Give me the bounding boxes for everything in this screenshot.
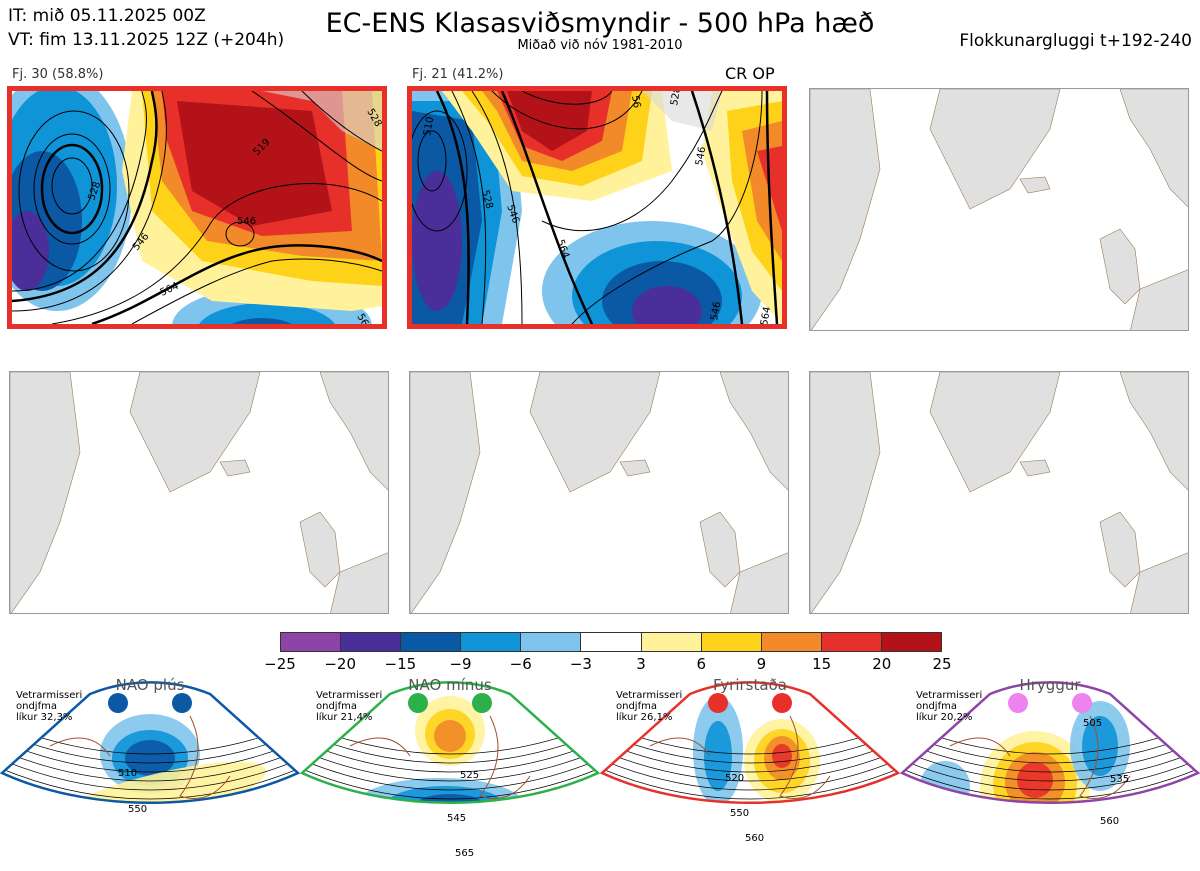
regime-contour-label: 560 — [1100, 816, 1119, 827]
cr-op-label: CR OP — [725, 64, 775, 83]
regime-note-line: ondjfma — [616, 701, 657, 712]
regime-title: NAO mínus — [408, 676, 492, 694]
colorbar-swatch — [581, 633, 642, 651]
regime-contour-label: 520 — [725, 773, 744, 784]
contour-label: 510 — [422, 116, 436, 137]
regime-note-line: Vetrarmisseri — [916, 690, 982, 701]
contour-label: 546 — [694, 146, 708, 167]
page-subtitle: Miðað við nóv 1981-2010 — [517, 38, 683, 53]
init-time: IT: mið 05.11.2025 00Z — [8, 6, 206, 26]
colorbar-swatch — [521, 633, 582, 651]
regime-contour-label: 560 — [745, 833, 764, 844]
regime-marker-dot — [408, 693, 428, 713]
page-title: EC-ENS Klasasviðsmyndir - 500 hPa hæð — [325, 8, 875, 39]
cluster-2-map: 510 528 546 564 546 56 528 546 564 — [407, 86, 787, 329]
colorbar-tick-label: 25 — [932, 655, 952, 673]
classification-window: Flokkunargluggi t+192-240 — [959, 31, 1192, 51]
regime-note-line: ondjfma — [316, 701, 357, 712]
empty-cluster-map-5 — [409, 371, 789, 614]
regime-note-line: ondjfma — [916, 701, 957, 712]
regime-contour-label: 550 — [730, 808, 749, 819]
colorbar-tick-label: 3 — [636, 655, 646, 673]
colorbar-swatch — [641, 633, 702, 651]
colorbar-tick-label: −9 — [449, 655, 472, 673]
regime-panel: 525 545 565 NAO mínus Vetrarmisseriondjfmalí… — [299, 676, 601, 859]
colorbar — [280, 632, 942, 652]
colorbar-tick-label: −3 — [569, 655, 592, 673]
empty-cluster-map-6 — [809, 371, 1189, 614]
regime-marker-dot — [108, 693, 128, 713]
contour-label: 528 — [669, 91, 683, 107]
regime-note-line: Vetrarmisseri — [16, 690, 82, 701]
regime-contour-label: 550 — [128, 804, 147, 815]
colorbar-tick-label: −15 — [384, 655, 417, 673]
cluster-1-label: Fj. 30 (58.8%) — [12, 67, 104, 82]
colorbar-swatch — [461, 633, 522, 651]
contour-label: 546 — [709, 301, 723, 322]
contour-label: 546 — [237, 216, 256, 227]
regime-marker-dot — [172, 693, 192, 713]
regime-contour-label: 505 — [1083, 718, 1102, 729]
regime-contour-label: 565 — [455, 848, 474, 859]
regime-note-line: líkur 32,3% — [16, 711, 72, 723]
colorbar-swatch — [701, 633, 762, 651]
colorbar-swatch — [281, 633, 342, 651]
regime-contour-label: 525 — [460, 770, 479, 781]
cluster-1-map: 528 546 546 519 564 528 56 — [7, 86, 387, 329]
empty-cluster-map-3 — [809, 88, 1189, 331]
colorbar-tick-label: 20 — [872, 655, 892, 673]
regime-contour-label: 535 — [1110, 774, 1129, 785]
regime-panel: 520 550 560 Fyrirstaða Vetrarmisseriondjfmal… — [599, 676, 901, 844]
regime-note-line: líkur 26,1% — [616, 711, 672, 723]
valid-time: VT: fim 13.11.2025 12Z (+204h) — [8, 30, 285, 50]
regime-contour-label: 510 — [118, 768, 137, 779]
colorbar-swatch — [821, 633, 882, 651]
regime-panel: 505 535 560 Hryggur Vetrarmisseriondjfmalíku… — [899, 676, 1200, 827]
colorbar-swatch — [341, 633, 402, 651]
regime-row: 510 550 NAO plús Vetrarmisseri ondjfma líkur … — [0, 676, 1200, 871]
regime-title: Fyrirstaða — [713, 676, 787, 694]
colorbar-swatch — [761, 633, 822, 651]
regime-panel: 510 550 NAO plús Vetrarmisseriondjfmalíkur … — [0, 676, 301, 815]
regime-note-line: ondjfma — [16, 701, 57, 712]
regime-marker-dot — [1008, 693, 1028, 713]
colorbar-tick-label: 6 — [696, 655, 707, 673]
regime-marker-dot — [1072, 693, 1092, 713]
regime-marker-dot — [772, 693, 792, 713]
regime-note-line: Vetrarmisseri — [616, 690, 682, 701]
colorbar-tick-label: 9 — [756, 655, 767, 673]
contour-label: 56 — [629, 95, 642, 109]
empty-cluster-map-4 — [9, 371, 389, 614]
contour-label: 564 — [759, 306, 773, 324]
regime-note-line: Vetrarmisseri — [316, 690, 382, 701]
colorbar-tick-label: −20 — [324, 655, 356, 673]
colorbar-tick-label: −6 — [509, 655, 532, 673]
regime-title: NAO plús — [116, 676, 185, 694]
colorbar-tick-label: −25 — [264, 655, 296, 673]
colorbar-tick-label: 15 — [812, 655, 832, 673]
colorbar-swatch — [881, 633, 942, 651]
contour-label: 528 — [479, 189, 495, 210]
regime-note-line: líkur 20,2% — [916, 711, 972, 723]
regime-marker-dot — [708, 693, 728, 713]
colorbar-swatch — [401, 633, 462, 651]
regime-marker-dot — [472, 693, 492, 713]
cluster-2-label: Fj. 21 (41.2%) — [412, 67, 504, 82]
contour-label: 56 — [354, 312, 370, 324]
regime-title: Hryggur — [1019, 676, 1081, 694]
regime-note-line: líkur 21,4% — [316, 711, 372, 723]
regime-contour-label: 545 — [447, 813, 466, 824]
